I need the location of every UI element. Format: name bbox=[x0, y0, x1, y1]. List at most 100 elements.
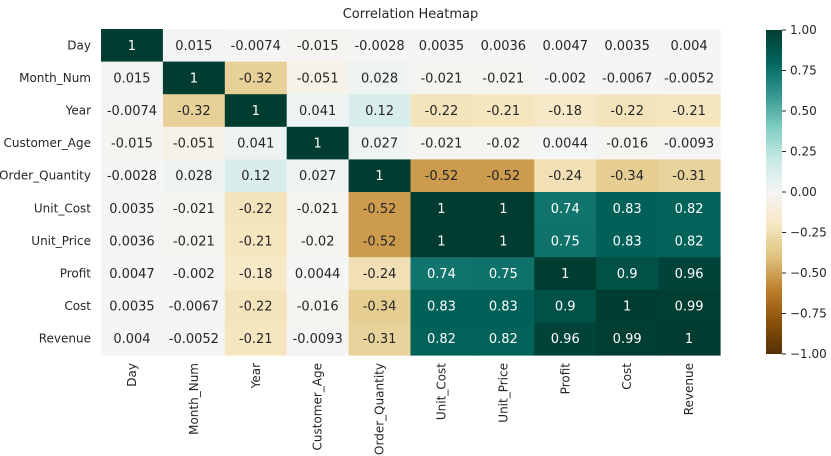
colorbar-tick-label: −0.25 bbox=[790, 226, 827, 240]
heatmap-cell bbox=[348, 257, 412, 291]
heatmap-cell-label: -0.016 bbox=[606, 137, 648, 152]
y-tick-label: Profit bbox=[60, 267, 92, 281]
heatmap-cell-label: 1 bbox=[685, 332, 693, 347]
heatmap-cell-label: 0.0044 bbox=[543, 137, 589, 152]
heatmap-cell bbox=[534, 192, 597, 226]
heatmap-cell-label: 0.82 bbox=[675, 234, 704, 249]
heatmap-cell-label: -0.21 bbox=[239, 332, 273, 347]
heatmap-cell-label: -0.24 bbox=[363, 267, 397, 282]
heatmap-cell-label: -0.22 bbox=[239, 202, 273, 217]
heatmap-cell bbox=[224, 159, 288, 193]
x-tick-label: Cost bbox=[620, 363, 634, 390]
heatmap-cell bbox=[596, 257, 659, 291]
heatmap-cell bbox=[224, 289, 288, 323]
heatmap-cell bbox=[658, 159, 721, 193]
heatmap-cell bbox=[472, 257, 535, 291]
heatmap-cell-label: 0.0035 bbox=[109, 300, 155, 315]
heatmap-cell bbox=[410, 257, 473, 291]
heatmap-cell-label: 1 bbox=[314, 137, 322, 152]
heatmap-cell bbox=[534, 159, 597, 193]
heatmap-cell-label: -0.021 bbox=[173, 202, 215, 217]
heatmap-cell-label: 1 bbox=[499, 234, 507, 249]
heatmap-cell-label: -0.051 bbox=[173, 137, 215, 152]
heatmap-cell-label: -0.22 bbox=[610, 104, 644, 119]
chart-title: Correlation Heatmap bbox=[343, 7, 479, 22]
heatmap-cell bbox=[658, 224, 721, 258]
heatmap-cell-label: -0.051 bbox=[297, 71, 339, 86]
heatmap-cell-label: 1 bbox=[437, 202, 445, 217]
heatmap-cell bbox=[224, 224, 288, 258]
x-tick-label: Revenue bbox=[682, 363, 696, 415]
heatmap-cell-label: 0.0047 bbox=[543, 39, 589, 54]
heatmap-cell-label: -0.021 bbox=[173, 234, 215, 249]
heatmap-cell-label: 1 bbox=[437, 234, 445, 249]
heatmap-cell bbox=[101, 29, 164, 63]
colorbar-tick-label: 0.75 bbox=[790, 64, 817, 78]
x-tick-label: Profit bbox=[558, 363, 572, 395]
heatmap-cell bbox=[658, 257, 721, 291]
x-tick-label: Customer_Age bbox=[311, 363, 325, 451]
heatmap-cell bbox=[162, 224, 226, 258]
heatmap-cell-label: 0.0036 bbox=[109, 234, 155, 249]
heatmap-cell-label: -0.02 bbox=[487, 137, 521, 152]
heatmap-cell bbox=[101, 192, 164, 226]
heatmap-cell bbox=[410, 192, 473, 226]
colorbar-tick-labels: 1.00 0.75 0.50 0.25 0.00 −0.25 −0.50 −0.75 −1.00 bbox=[782, 23, 827, 361]
heatmap-cell-label: -0.02 bbox=[301, 234, 335, 249]
heatmap-cell bbox=[224, 322, 288, 356]
heatmap-cell bbox=[472, 94, 535, 128]
colorbar-tick-label: −0.75 bbox=[790, 307, 827, 321]
heatmap-cell bbox=[101, 159, 164, 193]
heatmap-cell bbox=[596, 29, 659, 63]
x-tick-label: Unit_Cost bbox=[434, 363, 448, 420]
x-axis-tick-labels: Day Month_Num Year Customer_Age Order_Quanti… bbox=[125, 363, 696, 455]
heatmap-cell-labels: 1 0.015 -0.0074 -0.015 -0.0028 0.0035 0.0036 0.… bbox=[107, 39, 714, 347]
y-tick-label: Revenue bbox=[39, 332, 91, 346]
heatmap-cell-label: -0.21 bbox=[487, 104, 521, 119]
heatmap-cell-label: -0.0052 bbox=[664, 71, 714, 86]
heatmap-cell-label: 0.015 bbox=[175, 39, 212, 54]
heatmap-cell-label: 0.96 bbox=[675, 267, 704, 282]
heatmap-cell-label: -0.21 bbox=[672, 104, 706, 119]
heatmap-cell bbox=[162, 94, 226, 128]
heatmap-cell bbox=[410, 126, 473, 160]
heatmap-cell bbox=[162, 322, 226, 356]
heatmap-cell-label: -0.0093 bbox=[664, 137, 714, 152]
heatmap-cell-label: -0.32 bbox=[177, 104, 211, 119]
heatmap-cell-label: 0.0047 bbox=[109, 267, 155, 282]
heatmap-cell bbox=[348, 126, 412, 160]
heatmap-cell bbox=[596, 289, 659, 323]
heatmap-cell-label: 1 bbox=[623, 300, 631, 315]
y-tick-label: Cost bbox=[64, 299, 91, 313]
heatmap-cell bbox=[472, 322, 535, 356]
heatmap-cell bbox=[658, 192, 721, 226]
heatmap-cell bbox=[286, 289, 350, 323]
heatmap-cell bbox=[658, 94, 721, 128]
heatmap-cell bbox=[162, 29, 226, 63]
heatmap-cell bbox=[348, 289, 412, 323]
heatmap-cell bbox=[162, 159, 226, 193]
heatmap-cell bbox=[658, 289, 721, 323]
heatmap-cell-label: -0.016 bbox=[297, 300, 339, 315]
x-tick-label: Year bbox=[249, 363, 263, 389]
heatmap-cell bbox=[348, 192, 412, 226]
heatmap-cell bbox=[534, 224, 597, 258]
heatmap-cell-label: 0.82 bbox=[675, 202, 704, 217]
heatmap-cell bbox=[596, 159, 659, 193]
heatmap-cell-label: -0.0028 bbox=[354, 39, 404, 54]
heatmap-cell-label: -0.015 bbox=[297, 39, 339, 54]
heatmap-cell bbox=[472, 224, 535, 258]
heatmap-cell-label: 0.75 bbox=[551, 234, 580, 249]
y-tick-label: Day bbox=[67, 38, 91, 52]
heatmap-cell-label: -0.002 bbox=[544, 71, 586, 86]
heatmap-cell-label: 0.004 bbox=[670, 39, 707, 54]
heatmap-cell-label: -0.18 bbox=[548, 104, 582, 119]
heatmap-cell bbox=[286, 29, 350, 63]
heatmap-cell-label: -0.0067 bbox=[169, 300, 219, 315]
heatmap-cell bbox=[286, 126, 350, 160]
heatmap-cell bbox=[658, 126, 721, 160]
colorbar-tick-label: 0.00 bbox=[790, 185, 817, 199]
colorbar-tick-label: 0.50 bbox=[790, 104, 817, 118]
heatmap-cell-label: -0.52 bbox=[425, 169, 459, 184]
